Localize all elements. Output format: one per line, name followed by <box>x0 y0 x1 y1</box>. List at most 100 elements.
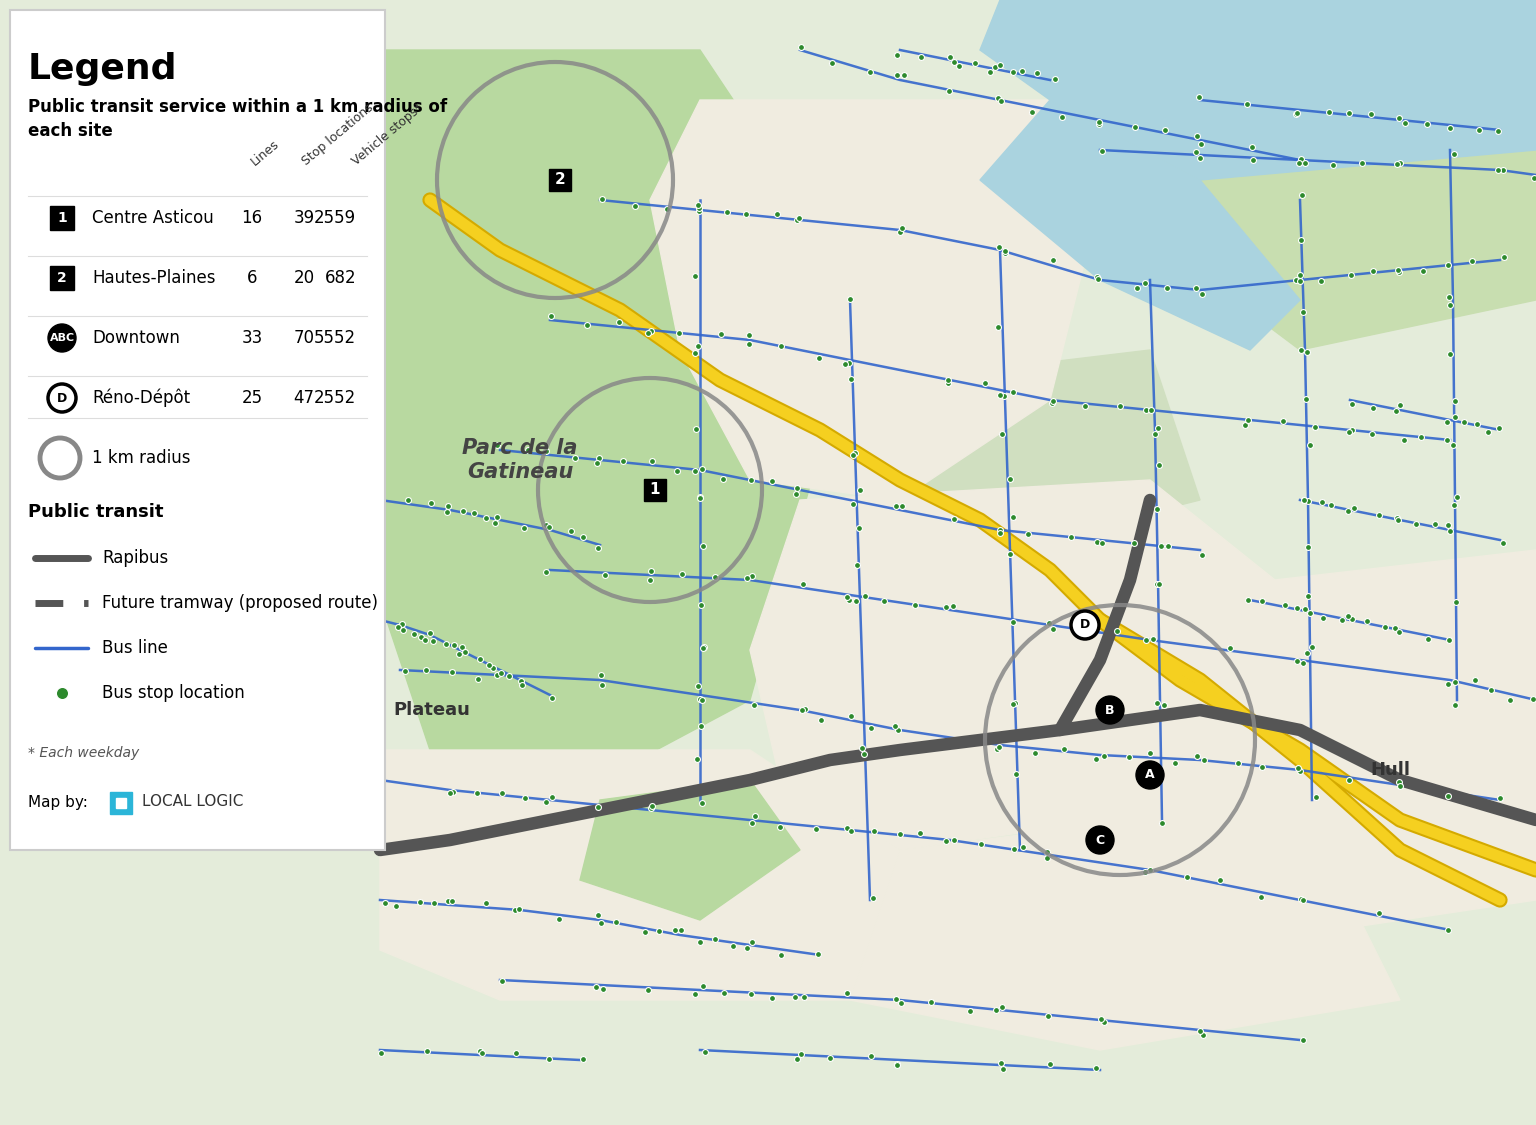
Point <box>793 700 817 718</box>
Text: 39: 39 <box>293 209 315 227</box>
Point <box>805 945 829 963</box>
Point <box>1287 266 1312 284</box>
Point <box>852 745 877 763</box>
Point <box>1184 279 1209 297</box>
Point <box>1444 593 1468 611</box>
Point <box>1367 904 1392 922</box>
Point <box>636 981 660 999</box>
Point <box>1163 754 1187 772</box>
Point <box>1339 267 1364 285</box>
FancyBboxPatch shape <box>548 169 571 191</box>
Point <box>1149 538 1174 556</box>
Text: D: D <box>1080 619 1091 631</box>
Point <box>496 667 521 685</box>
Point <box>1286 759 1310 777</box>
Point <box>883 717 908 735</box>
Point <box>591 981 616 999</box>
Point <box>1272 596 1296 614</box>
Point <box>1292 492 1316 510</box>
Point <box>1144 575 1169 593</box>
Point <box>1329 611 1353 629</box>
Text: 16: 16 <box>241 209 263 227</box>
Point <box>1089 1010 1114 1028</box>
Point <box>1442 145 1467 163</box>
Point <box>1295 645 1319 663</box>
Point <box>1384 155 1409 173</box>
Point <box>1186 88 1210 106</box>
Point <box>1373 618 1398 636</box>
Text: Stop locations: Stop locations <box>300 101 376 168</box>
Text: ABC: ABC <box>49 333 75 343</box>
Point <box>441 663 465 681</box>
Point <box>435 892 459 910</box>
Point <box>1284 271 1309 289</box>
Point <box>691 538 716 556</box>
Text: Bus stop location: Bus stop location <box>101 684 244 702</box>
Point <box>770 946 794 964</box>
Point <box>708 325 733 343</box>
Point <box>1072 397 1097 415</box>
Point <box>1175 868 1200 886</box>
Point <box>1404 514 1428 532</box>
Point <box>538 1051 562 1069</box>
FancyBboxPatch shape <box>111 792 132 814</box>
Point <box>372 894 396 912</box>
Point <box>547 910 571 928</box>
Point <box>639 800 664 818</box>
Point <box>1438 288 1462 306</box>
Point <box>1290 654 1315 672</box>
Point <box>370 486 395 504</box>
Point <box>436 497 461 515</box>
Point <box>1138 402 1163 420</box>
Point <box>1083 750 1107 768</box>
Point <box>1341 500 1366 518</box>
Point <box>611 451 636 469</box>
Point <box>1117 748 1141 766</box>
Point <box>786 209 811 227</box>
Point <box>687 933 711 951</box>
Point <box>593 566 617 584</box>
Text: 2559: 2559 <box>313 209 356 227</box>
Point <box>468 1043 493 1061</box>
Point <box>1293 600 1318 618</box>
Text: Plateau: Plateau <box>393 701 470 719</box>
Point <box>1491 534 1516 552</box>
Point <box>759 471 783 489</box>
Point <box>447 645 472 663</box>
Point <box>585 539 610 557</box>
Point <box>1038 1054 1063 1072</box>
Point <box>1385 261 1410 279</box>
Point <box>1444 696 1468 714</box>
Point <box>1037 614 1061 632</box>
Text: 47: 47 <box>293 389 315 407</box>
Point <box>687 199 711 217</box>
Point <box>439 892 464 910</box>
Point <box>1309 493 1333 511</box>
Point <box>392 621 416 639</box>
Point <box>885 1055 909 1073</box>
Point <box>1355 612 1379 630</box>
Point <box>1290 187 1315 205</box>
Point <box>533 562 558 580</box>
Point <box>571 1051 596 1069</box>
Point <box>1154 122 1178 140</box>
Point <box>1336 503 1361 521</box>
Point <box>490 784 515 802</box>
Point <box>885 497 909 515</box>
Point <box>889 497 914 515</box>
Point <box>1086 270 1111 288</box>
Point <box>1049 108 1074 126</box>
Point <box>1321 156 1346 174</box>
Point <box>422 893 447 911</box>
Point <box>1041 392 1066 410</box>
Point <box>1138 744 1163 762</box>
Point <box>1287 154 1312 172</box>
Point <box>639 562 664 580</box>
Point <box>702 568 727 586</box>
Point <box>1336 606 1361 624</box>
Point <box>935 374 960 391</box>
Point <box>1009 62 1034 80</box>
Point <box>668 921 693 939</box>
Point <box>1359 424 1384 442</box>
Point <box>637 570 662 588</box>
